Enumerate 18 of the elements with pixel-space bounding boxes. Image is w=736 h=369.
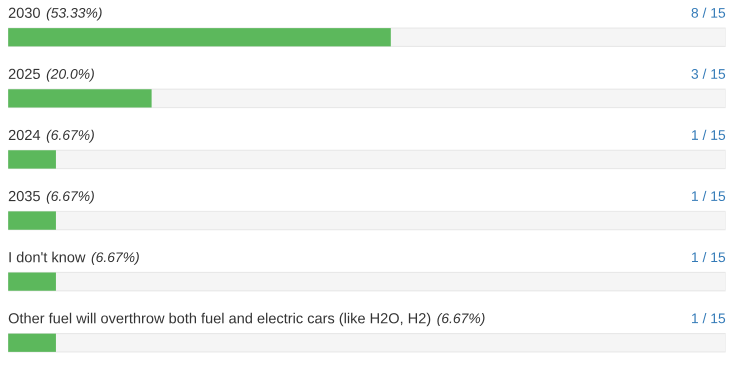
annotation: (6.67%)	[46, 130, 94, 143]
annotation: (6.67%)	[92, 252, 139, 265]
data-label: 1 / 15	[692, 130, 726, 140]
y-tick-label: 2025	[8, 68, 40, 80]
data-label: 8 / 15	[692, 8, 726, 18]
y-tick-label: 2024	[8, 130, 40, 140]
data-label: 1 / 15	[692, 190, 726, 202]
data-label: 3 / 15	[691, 68, 726, 79]
annotation: (6.67%)	[437, 313, 485, 326]
annotation: (20.0%)	[46, 68, 94, 82]
data-label: 1 / 15	[692, 313, 726, 324]
y-tick-label: 2030	[8, 8, 40, 18]
annotation: (6.67%)	[46, 190, 94, 204]
data-label: 1 / 15	[692, 252, 726, 262]
annotation: (53.33%)	[46, 8, 102, 21]
y-tick-label: I don't know	[9, 252, 86, 262]
y-tick-label: Other fuel will overthrow both fuel and electric cars (like H2O, H2)	[8, 312, 430, 326]
y-tick-label: 2035	[8, 190, 40, 202]
